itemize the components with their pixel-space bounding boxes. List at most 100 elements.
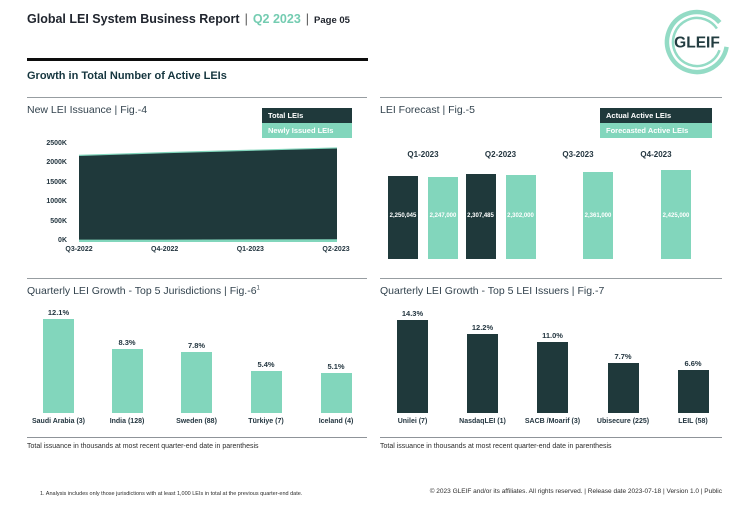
fig6-category-label: India (128): [109, 418, 145, 425]
fig7-column: 7.7%: [588, 352, 658, 413]
fig6-bar-chart: 12.1% 8.3% 7.8% 5.4% 5.1%: [27, 279, 367, 413]
report-header: Global LEI System Business Report | Q2 202…: [27, 12, 350, 26]
fig4-y-tick-label: 0K: [58, 237, 67, 244]
fig4-y-tick-label: 500K: [50, 217, 67, 225]
fig5-title: LEI Forecast | Fig.-5: [380, 104, 475, 116]
fig5-quarter-group: Q3-2023 2,361,000: [543, 150, 613, 259]
report-period: Q2 2023: [252, 12, 301, 26]
fig4-legend: Total LEIs Newly Issued LEIs: [262, 108, 352, 138]
fig4-newly-issued-area: [79, 239, 337, 242]
fig4-y-tick-label: 1000K: [46, 198, 67, 206]
fig5-bar-slot: 2,302,000: [505, 169, 536, 259]
fig5-legend-actual: Actual Active LEIs: [600, 108, 712, 123]
panel-lei-forecast: LEI Forecast | Fig.-5 Actual Active LEIs…: [380, 97, 722, 279]
fig5-legend: Actual Active LEIs Forecasted Active LEI…: [600, 108, 712, 138]
fig6-note: Total issuance in thousands at most rece…: [27, 443, 259, 450]
fig5-bar-slot: 2,250,045: [388, 169, 418, 259]
fig6-column: 7.8%: [162, 341, 232, 413]
page-number: Page 05: [314, 15, 350, 26]
fig5-quarter-label: Q4-2023: [640, 150, 672, 159]
fig6-bar: [181, 352, 212, 413]
fig5-bar-slot: 2,361,000: [583, 169, 613, 259]
fig5-bar-value: 2,307,485: [467, 213, 494, 219]
fig4-y-axis: 2500K 2000K 1500K 1000K 500K 0K: [27, 140, 73, 244]
fig4-area-chart: [78, 144, 338, 242]
fig5-forecast-bar: 2,361,000: [583, 172, 613, 259]
fig6-bar: [250, 371, 282, 413]
section-title: Growth in Total Number of Active LEIs: [27, 70, 227, 82]
fig7-category-label: Ubisecure (225): [596, 418, 650, 425]
fig6-value-label: 5.4%: [257, 360, 275, 369]
fig7-value-label: 14.3%: [401, 309, 424, 318]
fig7-bar: [537, 341, 568, 413]
fig5-bar-pair: 2,307,485 2,302,000: [465, 169, 536, 259]
fig5-bar-value: 2,361,000: [584, 213, 612, 219]
gleif-logo: GLEIF: [660, 5, 734, 84]
fig5-bar-slot: 2,247,000: [428, 169, 458, 259]
fig7-bar: [607, 362, 639, 413]
fig7-title: Quarterly LEI Growth - Top 5 LEI Issuers…: [380, 285, 605, 297]
fig7-bar: [467, 333, 498, 413]
fig7-bar: [677, 370, 709, 413]
fig5-legend-forecasted: Forecasted Active LEIs: [600, 123, 712, 138]
fig5-bar-value: 2,425,000: [662, 213, 690, 219]
fig7-value-label: 6.6%: [684, 359, 702, 369]
fig6-column: 8.3%: [92, 337, 162, 413]
panel-new-lei-issuance: New LEI Issuance | Fig.-4 Total LEIs New…: [27, 97, 367, 279]
fig4-x-tick-label: Q3-2022: [65, 246, 93, 253]
fig7-note-rule: [380, 437, 722, 438]
fig4-total-area: [79, 147, 337, 242]
fig7-category-label: NasdaqLEI (1): [459, 418, 506, 425]
fig6-bar: [43, 319, 74, 413]
fig6-column: 12.1%: [24, 308, 94, 413]
fig4-title: New LEI Issuance | Fig.-4: [27, 104, 148, 116]
fig6-column: 5.1%: [301, 362, 371, 413]
fig5-bar-pair: 2,250,045 2,247,000: [388, 169, 458, 259]
fig5-quarter-label: Q1-2023: [407, 150, 439, 159]
fig5-bar-value: 2,250,045: [389, 213, 417, 219]
fig7-value-label: 11.0%: [542, 330, 563, 340]
fig6-title: Quarterly LEI Growth - Top 5 Jurisdictio…: [27, 285, 260, 297]
fig7-category-labels: Unilei (7) NasdaqLEI (1) SACB /Moarif (3) U…: [380, 418, 722, 434]
copyright-line: © 2023 GLEIF and/or its affiliates. All …: [429, 488, 722, 495]
fig4-y-tick-label: 1500K: [46, 178, 67, 186]
gleif-logo-text: GLEIF: [674, 35, 720, 52]
panel-top5-lei-issuers: Quarterly LEI Growth - Top 5 LEI Issuers…: [380, 278, 722, 459]
fig7-bar: [397, 320, 428, 413]
fig5-bar-value: 2,302,000: [507, 213, 534, 219]
fig7-category-label: LEIL (58): [678, 418, 708, 425]
fig4-x-tick-label: Q4-2022: [151, 246, 179, 253]
fig4-y-tick-label: 2500K: [46, 140, 67, 147]
fig6-footnote-marker: 1: [256, 285, 260, 292]
fig6-category-label: Saudi Arabia (3): [31, 418, 86, 425]
fig5-quarter-label: Q2-2023: [484, 150, 517, 159]
fig7-category-label: SACB /Moarif (3): [524, 418, 581, 425]
fig4-x-tick-label: Q1-2023: [236, 246, 264, 253]
header-rule: [27, 58, 368, 61]
fig5-bar-value: 2,247,000: [429, 213, 457, 219]
fig7-value-label: 12.2%: [471, 322, 494, 332]
fig5-bar-pair: 2,361,000: [543, 169, 613, 259]
report-title: Global LEI System Business Report: [27, 12, 240, 26]
fig7-category-label: Unilei (7): [397, 418, 428, 425]
fig7-column: 12.2%: [448, 323, 518, 413]
fig5-actual-bar: 2,250,045: [388, 176, 418, 259]
fig5-forecast-bar: 2,302,000: [505, 174, 536, 259]
fig5-quarter-group: Q4-2023 2,425,000: [621, 150, 691, 259]
fig6-value-label: 8.3%: [118, 337, 136, 347]
fig6-category-label: Türkiye (7): [248, 418, 284, 425]
fig4-x-tick-label: Q2-2023: [322, 246, 350, 253]
fig7-value-label: 7.7%: [614, 351, 632, 361]
fig6-value-label: 5.1%: [327, 362, 345, 372]
header-divider: |: [305, 12, 310, 26]
fig6-category-label: Iceland (4): [318, 418, 354, 425]
fig5-forecast-bar: 2,425,000: [661, 170, 691, 259]
fig7-bar-chart: 14.3% 12.2% 11.0% 7.7% 6.6%: [380, 279, 722, 413]
fig6-bar: [320, 373, 352, 413]
fig6-category-labels: Saudi Arabia (3) India (128) Sweden (88) Tü…: [27, 418, 367, 434]
gleif-logo-icon: GLEIF: [664, 9, 730, 75]
fig5-bar-pair: 2,425,000: [621, 169, 691, 259]
fig5-bar-slot: [621, 169, 651, 259]
fig6-value-label: 12.1%: [47, 308, 70, 317]
